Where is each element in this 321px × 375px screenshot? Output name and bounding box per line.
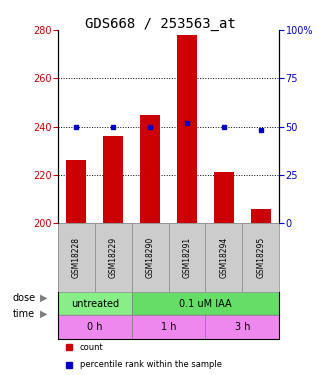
- Text: GSM18290: GSM18290: [145, 237, 155, 278]
- Text: 3 h: 3 h: [235, 322, 250, 332]
- Text: time: time: [13, 309, 35, 319]
- Text: GSM18291: GSM18291: [182, 237, 192, 278]
- Text: ▶: ▶: [39, 293, 47, 303]
- Text: percentile rank within the sample: percentile rank within the sample: [80, 360, 222, 369]
- Text: GSM18295: GSM18295: [256, 237, 265, 278]
- Bar: [140, 114, 160, 223]
- Bar: [58, 315, 132, 339]
- Text: untreated: untreated: [71, 298, 119, 309]
- Text: GSM18229: GSM18229: [108, 237, 118, 278]
- Bar: [58, 292, 132, 315]
- Text: GSM18228: GSM18228: [72, 237, 81, 278]
- Text: ▶: ▶: [39, 309, 47, 319]
- Bar: [103, 136, 123, 223]
- Text: count: count: [80, 343, 104, 352]
- Bar: [251, 209, 271, 223]
- Bar: [205, 315, 279, 339]
- Text: GSM18294: GSM18294: [219, 237, 229, 278]
- Text: GDS668 / 253563_at: GDS668 / 253563_at: [85, 17, 236, 31]
- Bar: [132, 292, 279, 315]
- Bar: [66, 160, 86, 223]
- Text: dose: dose: [13, 293, 36, 303]
- Text: 0 h: 0 h: [87, 322, 102, 332]
- Bar: [132, 315, 205, 339]
- Bar: [177, 35, 197, 223]
- Text: 0.1 uM IAA: 0.1 uM IAA: [179, 298, 232, 309]
- Text: 1 h: 1 h: [161, 322, 176, 332]
- Bar: [214, 172, 234, 223]
